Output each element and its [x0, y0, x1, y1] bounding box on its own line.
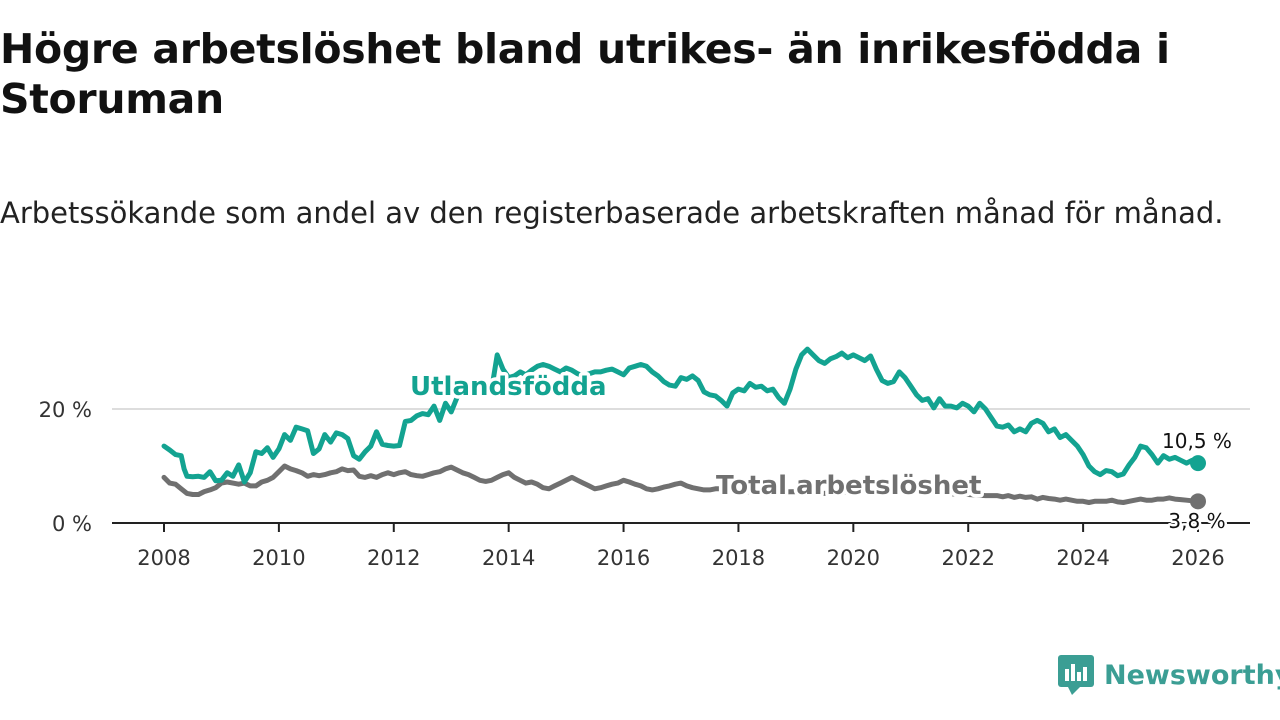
brand-name: Newsworthy	[1104, 659, 1280, 691]
series-label-utlandsfodda: Utlandsfödda	[410, 372, 607, 402]
x-tick-label: 2008	[137, 546, 190, 570]
x-tick-label: 2010	[252, 546, 305, 570]
x-tick-label: 2024	[1056, 546, 1109, 570]
chart-subtitle: Arbetssökande som andel av den registerb…	[0, 196, 1224, 230]
x-tick-label: 2016	[597, 546, 650, 570]
end-value-total: 3,8 %	[1168, 509, 1225, 533]
newsworthy-logo-icon	[1058, 655, 1094, 695]
series-label-total: Total arbetslöshet	[716, 471, 981, 501]
series-lines	[161, 346, 1206, 510]
y-tick-label: 20 %	[39, 398, 92, 422]
x-axis-ticks: 2008 2010 2012 2014 2016 2018 2020 2022 2024 2026	[137, 523, 1225, 570]
x-tick-label: 2014	[482, 546, 535, 570]
x-tick-label: 2026	[1171, 546, 1224, 570]
series-line-utlandsfodda	[161, 346, 1201, 485]
y-tick-label: 0 %	[52, 512, 92, 536]
end-value-utlandsfodda: 10,5 %	[1162, 429, 1232, 453]
chart-title: Högre arbetslöshet bland utrikes- än inr…	[0, 25, 1170, 123]
x-tick-label: 2020	[827, 546, 880, 570]
brand-logo: Newsworthy	[1058, 654, 1280, 696]
end-point-total	[1190, 493, 1206, 510]
y-axis-tick-labels: 0 % 20 %	[39, 398, 92, 536]
end-point-utlandsfodda	[1190, 455, 1206, 472]
x-tick-label: 2022	[941, 546, 994, 570]
x-tick-label: 2018	[712, 546, 765, 570]
series-line-total	[161, 463, 1201, 505]
series-labels: Utlandsfödda Total arbetslöshet 10,5 % 3,8 …	[407, 369, 1235, 536]
x-tick-label: 2012	[367, 546, 420, 570]
